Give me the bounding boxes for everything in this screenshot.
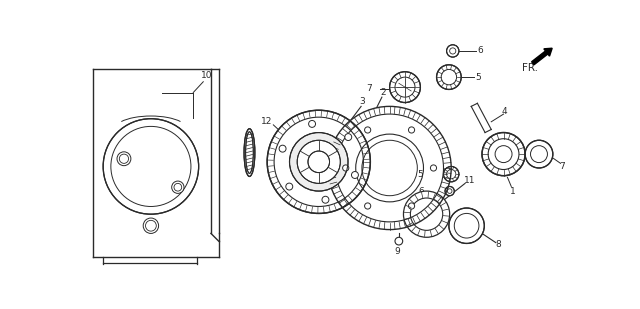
Ellipse shape xyxy=(246,132,253,173)
Text: 7: 7 xyxy=(367,84,372,93)
Circle shape xyxy=(308,121,316,127)
Circle shape xyxy=(342,165,349,171)
Circle shape xyxy=(395,237,403,245)
FancyArrow shape xyxy=(532,48,552,65)
Circle shape xyxy=(345,133,352,141)
Text: 2: 2 xyxy=(380,88,386,97)
Circle shape xyxy=(279,145,286,152)
Circle shape xyxy=(308,151,330,173)
Circle shape xyxy=(525,140,553,168)
Circle shape xyxy=(408,127,415,133)
Circle shape xyxy=(447,45,459,57)
Circle shape xyxy=(365,127,371,133)
Circle shape xyxy=(482,133,525,176)
Circle shape xyxy=(445,186,454,196)
Text: 8: 8 xyxy=(495,240,501,249)
Circle shape xyxy=(328,106,451,230)
Circle shape xyxy=(143,218,159,233)
Text: 12: 12 xyxy=(261,117,273,126)
Ellipse shape xyxy=(244,129,255,176)
Text: FR.: FR. xyxy=(522,63,538,73)
Circle shape xyxy=(436,65,461,89)
Circle shape xyxy=(444,167,459,182)
Text: 4: 4 xyxy=(502,107,508,116)
Text: 5: 5 xyxy=(417,170,423,179)
Text: 9: 9 xyxy=(394,247,400,256)
Circle shape xyxy=(351,171,358,179)
Text: 10: 10 xyxy=(201,71,212,80)
Text: 6: 6 xyxy=(419,187,424,196)
Text: 7: 7 xyxy=(559,162,564,171)
Circle shape xyxy=(267,110,371,214)
Circle shape xyxy=(289,133,348,191)
Text: 3: 3 xyxy=(360,97,365,106)
Text: 11: 11 xyxy=(463,176,475,185)
Circle shape xyxy=(103,119,198,214)
Text: 6: 6 xyxy=(477,46,483,55)
Circle shape xyxy=(403,191,450,237)
Circle shape xyxy=(322,196,329,203)
Circle shape xyxy=(172,181,184,193)
Circle shape xyxy=(365,203,371,209)
Circle shape xyxy=(449,208,484,243)
Circle shape xyxy=(408,203,415,209)
Text: 1: 1 xyxy=(509,187,515,196)
Circle shape xyxy=(286,183,292,190)
Circle shape xyxy=(297,140,340,183)
Circle shape xyxy=(390,72,420,103)
Circle shape xyxy=(117,152,131,166)
Circle shape xyxy=(431,165,436,171)
Text: 5: 5 xyxy=(475,73,481,82)
